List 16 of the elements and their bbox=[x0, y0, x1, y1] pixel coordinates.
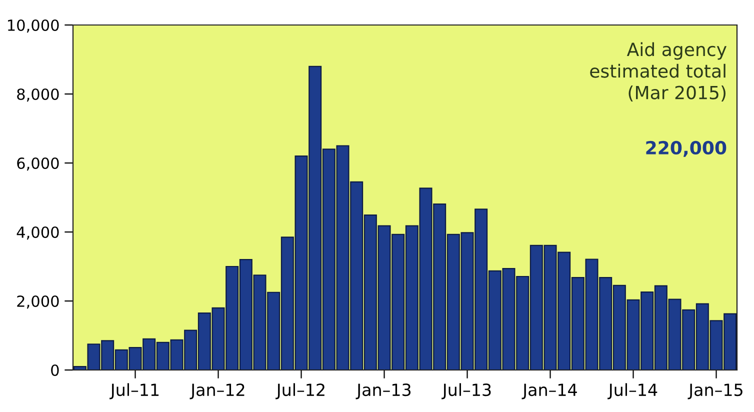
x-tick-label: Jan–14 bbox=[522, 384, 577, 400]
x-tick-label: Jul–13 bbox=[442, 383, 491, 400]
annotation: 220,000 bbox=[646, 140, 726, 157]
y-tick-label: 2,000 bbox=[17, 295, 59, 309]
y-tick-label: 8,000 bbox=[17, 88, 59, 102]
y-tick-label: 10,000 bbox=[8, 19, 59, 33]
y-tick-label: 4,000 bbox=[16, 226, 59, 240]
x-tick-label: Jan–12 bbox=[190, 383, 244, 400]
y-tick-label: 6,000 bbox=[17, 157, 59, 171]
annotation: Aid agency estimated total (Mar 2015) bbox=[590, 42, 726, 102]
x-tick-label: Jul–14 bbox=[608, 383, 658, 400]
x-tick-label: Jan–15 bbox=[688, 384, 742, 400]
y-tick-label: 0 bbox=[51, 364, 59, 376]
x-tick-label: Jul–12 bbox=[276, 383, 324, 400]
x-tick-label: Jul–11 bbox=[110, 383, 159, 400]
x-tick-label: Jan–13 bbox=[356, 383, 411, 400]
